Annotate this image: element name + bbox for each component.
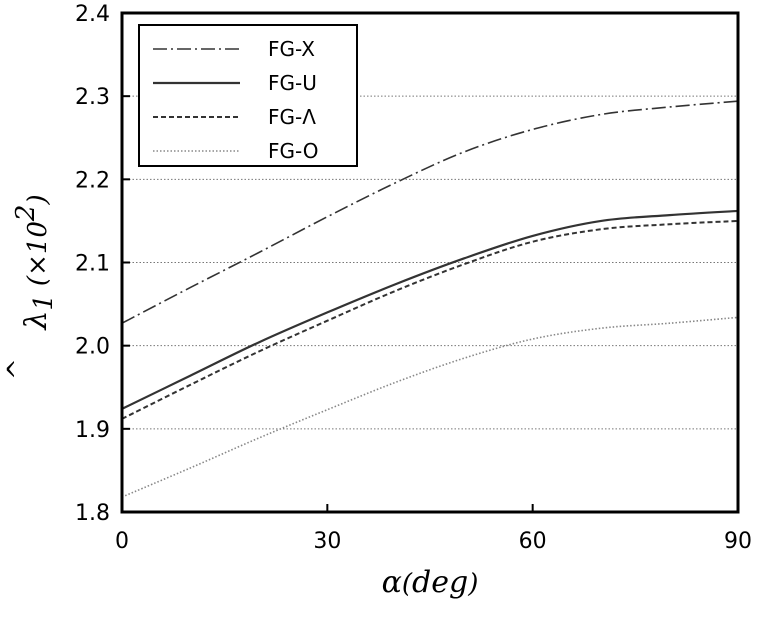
y-tick-label: 2.4 — [75, 2, 110, 27]
y-tick-label: 2.1 — [75, 252, 110, 277]
ylabel-superscript: 2 — [11, 205, 41, 223]
y-tick-label: 2.2 — [75, 168, 110, 193]
xlabel-close-paren: ) — [467, 569, 478, 599]
ylabel-lambda: λ — [19, 311, 54, 331]
xlabel-open-paren: ( — [402, 569, 413, 599]
svg-text:α(deg): α(deg) — [382, 565, 479, 600]
legend: FG-X FG-U FG-Λ FG-O — [138, 24, 358, 167]
series-line-2 — [121, 209, 739, 410]
y-tick-label: 1.8 — [75, 501, 110, 526]
y-tick-label: 2.3 — [75, 85, 110, 110]
xlabel-deg: deg — [412, 565, 468, 600]
legend-label-3: FG-Λ — [268, 105, 316, 129]
legend-box — [138, 24, 358, 167]
series-line-3 — [121, 219, 739, 420]
ylabel-scale: (×10 — [23, 221, 53, 286]
x-tick-label: 60 — [519, 529, 547, 554]
legend-label-4: FG-O — [268, 139, 319, 163]
series-line-1 — [121, 100, 739, 324]
y-tick-label: 1.9 — [75, 418, 110, 443]
gridlines — [122, 95, 738, 430]
x-axis-title: α(deg) — [382, 565, 479, 600]
y-axis-title: λ1 (×102) ^ — [3, 194, 59, 380]
ylabel-subscript: 1 — [29, 294, 59, 311]
legend-label-1: FG-X — [268, 37, 315, 61]
x-tick-label: 30 — [313, 529, 341, 554]
x-tick-label: 0 — [115, 529, 129, 554]
ylabel-hat: ^ — [3, 358, 33, 380]
axis-ticks: 1.8 1.9 2.0 2.1 2.2 2.3 2.4 0 30 60 90 — [75, 2, 752, 554]
x-tick-label: 90 — [724, 529, 752, 554]
series-line-4 — [121, 316, 739, 498]
ylabel-close: ) — [23, 194, 53, 205]
legend-label-2: FG-U — [268, 71, 317, 95]
data-lines — [121, 100, 739, 498]
y-tick-label: 2.0 — [75, 335, 110, 360]
xlabel-alpha: α — [382, 565, 402, 600]
svg-text:λ1(×102): λ1 (×102) — [11, 194, 59, 330]
